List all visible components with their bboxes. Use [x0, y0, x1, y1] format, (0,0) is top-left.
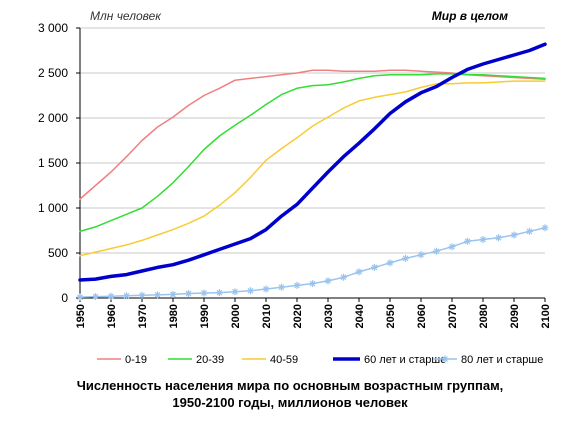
legend-label: 40-59 — [270, 354, 298, 366]
axes — [76, 27, 546, 302]
x-tick-label: 1970 — [137, 304, 149, 328]
x-tick-label: 2040 — [354, 304, 366, 328]
series-marker — [324, 277, 332, 285]
series-line-0-19 — [79, 69, 546, 200]
x-tick-label: 1980 — [168, 304, 180, 328]
series-marker — [247, 287, 254, 295]
legend-label: 80 лет и старше — [461, 354, 543, 366]
grid-lines — [80, 27, 545, 254]
series-marker — [355, 268, 363, 276]
series-marker — [107, 292, 115, 300]
series-marker — [154, 291, 161, 299]
series-marker — [433, 247, 440, 255]
x-tick-labels: 1950 1960 1970 1980 1990 2000 2010 2020 2030 2040… — [75, 304, 552, 328]
series-marker — [293, 281, 301, 289]
y-unit-label: Млн человек — [90, 9, 162, 23]
x-tick-label: 2100 — [540, 304, 552, 328]
series-marker — [278, 283, 285, 291]
x-tick-label: 2080 — [478, 304, 490, 328]
series-marker — [510, 231, 518, 239]
caption-line-2: 1950-2100 годы, миллионов человек — [172, 395, 408, 410]
series-marker — [402, 254, 409, 262]
x-tick-label: 1950 — [75, 304, 87, 328]
y-tick-label: 3 000 — [38, 21, 68, 35]
series-marker — [76, 293, 84, 301]
x-tick-label: 2060 — [416, 304, 428, 328]
x-tick-label: 1960 — [106, 304, 118, 328]
x-tick-label: 2000 — [230, 304, 242, 328]
series-marker — [464, 237, 471, 245]
x-tick-label: 2010 — [261, 304, 273, 328]
series-lines — [76, 42, 549, 301]
series-marker — [262, 285, 270, 293]
y-tick-label: 2 000 — [38, 111, 68, 125]
legend-label: 0-19 — [125, 354, 147, 366]
x-tick-label: 2030 — [323, 304, 335, 328]
series-marker — [123, 292, 130, 300]
chart-caption: Численность населения мира по основным в… — [0, 377, 580, 411]
series-line-40-59 — [79, 80, 546, 257]
series-marker — [185, 290, 192, 297]
series-marker — [309, 280, 316, 288]
x-tick-label: 2090 — [509, 304, 521, 328]
series-line-60-лет-и-старше — [78, 42, 547, 282]
x-tick-label: 2050 — [385, 304, 397, 328]
legend: 0-19 20-39 40-59 60 лет и старше 80 лет и ст… — [97, 354, 543, 366]
series-marker — [479, 236, 487, 243]
y-tick-label: 1 000 — [38, 201, 68, 215]
y-tick-label: 0 — [61, 291, 68, 305]
legend-marker — [441, 355, 449, 363]
series-marker — [216, 289, 223, 297]
y-tick-label: 500 — [48, 246, 68, 260]
legend-label: 60 лет и старше — [364, 354, 446, 366]
series-marker — [138, 291, 146, 299]
y-tick-label: 2 500 — [38, 66, 68, 80]
series-marker — [541, 224, 549, 232]
series-marker — [495, 234, 502, 242]
series-line-20-39 — [79, 73, 546, 233]
series-marker — [200, 289, 208, 297]
series-marker — [231, 288, 239, 296]
series-marker — [448, 243, 456, 251]
region-label: Мир в целом — [432, 9, 508, 23]
x-tick-label: 2070 — [447, 304, 459, 328]
legend-label: 20-39 — [196, 354, 224, 366]
y-tick-label: 1 500 — [38, 156, 68, 170]
series-marker — [386, 259, 394, 267]
series-marker — [169, 290, 177, 298]
series-marker — [92, 293, 99, 301]
series-marker — [417, 251, 425, 259]
y-tick-labels: 0 500 1 000 1 500 2 000 2 500 3 000 — [38, 21, 68, 305]
series-marker — [371, 263, 378, 271]
series-marker — [526, 227, 533, 235]
x-tick-label: 1990 — [199, 304, 211, 328]
x-tick-label: 2020 — [292, 304, 304, 328]
series-marker — [340, 273, 347, 281]
caption-line-1: Численность населения мира по основным в… — [76, 378, 504, 393]
